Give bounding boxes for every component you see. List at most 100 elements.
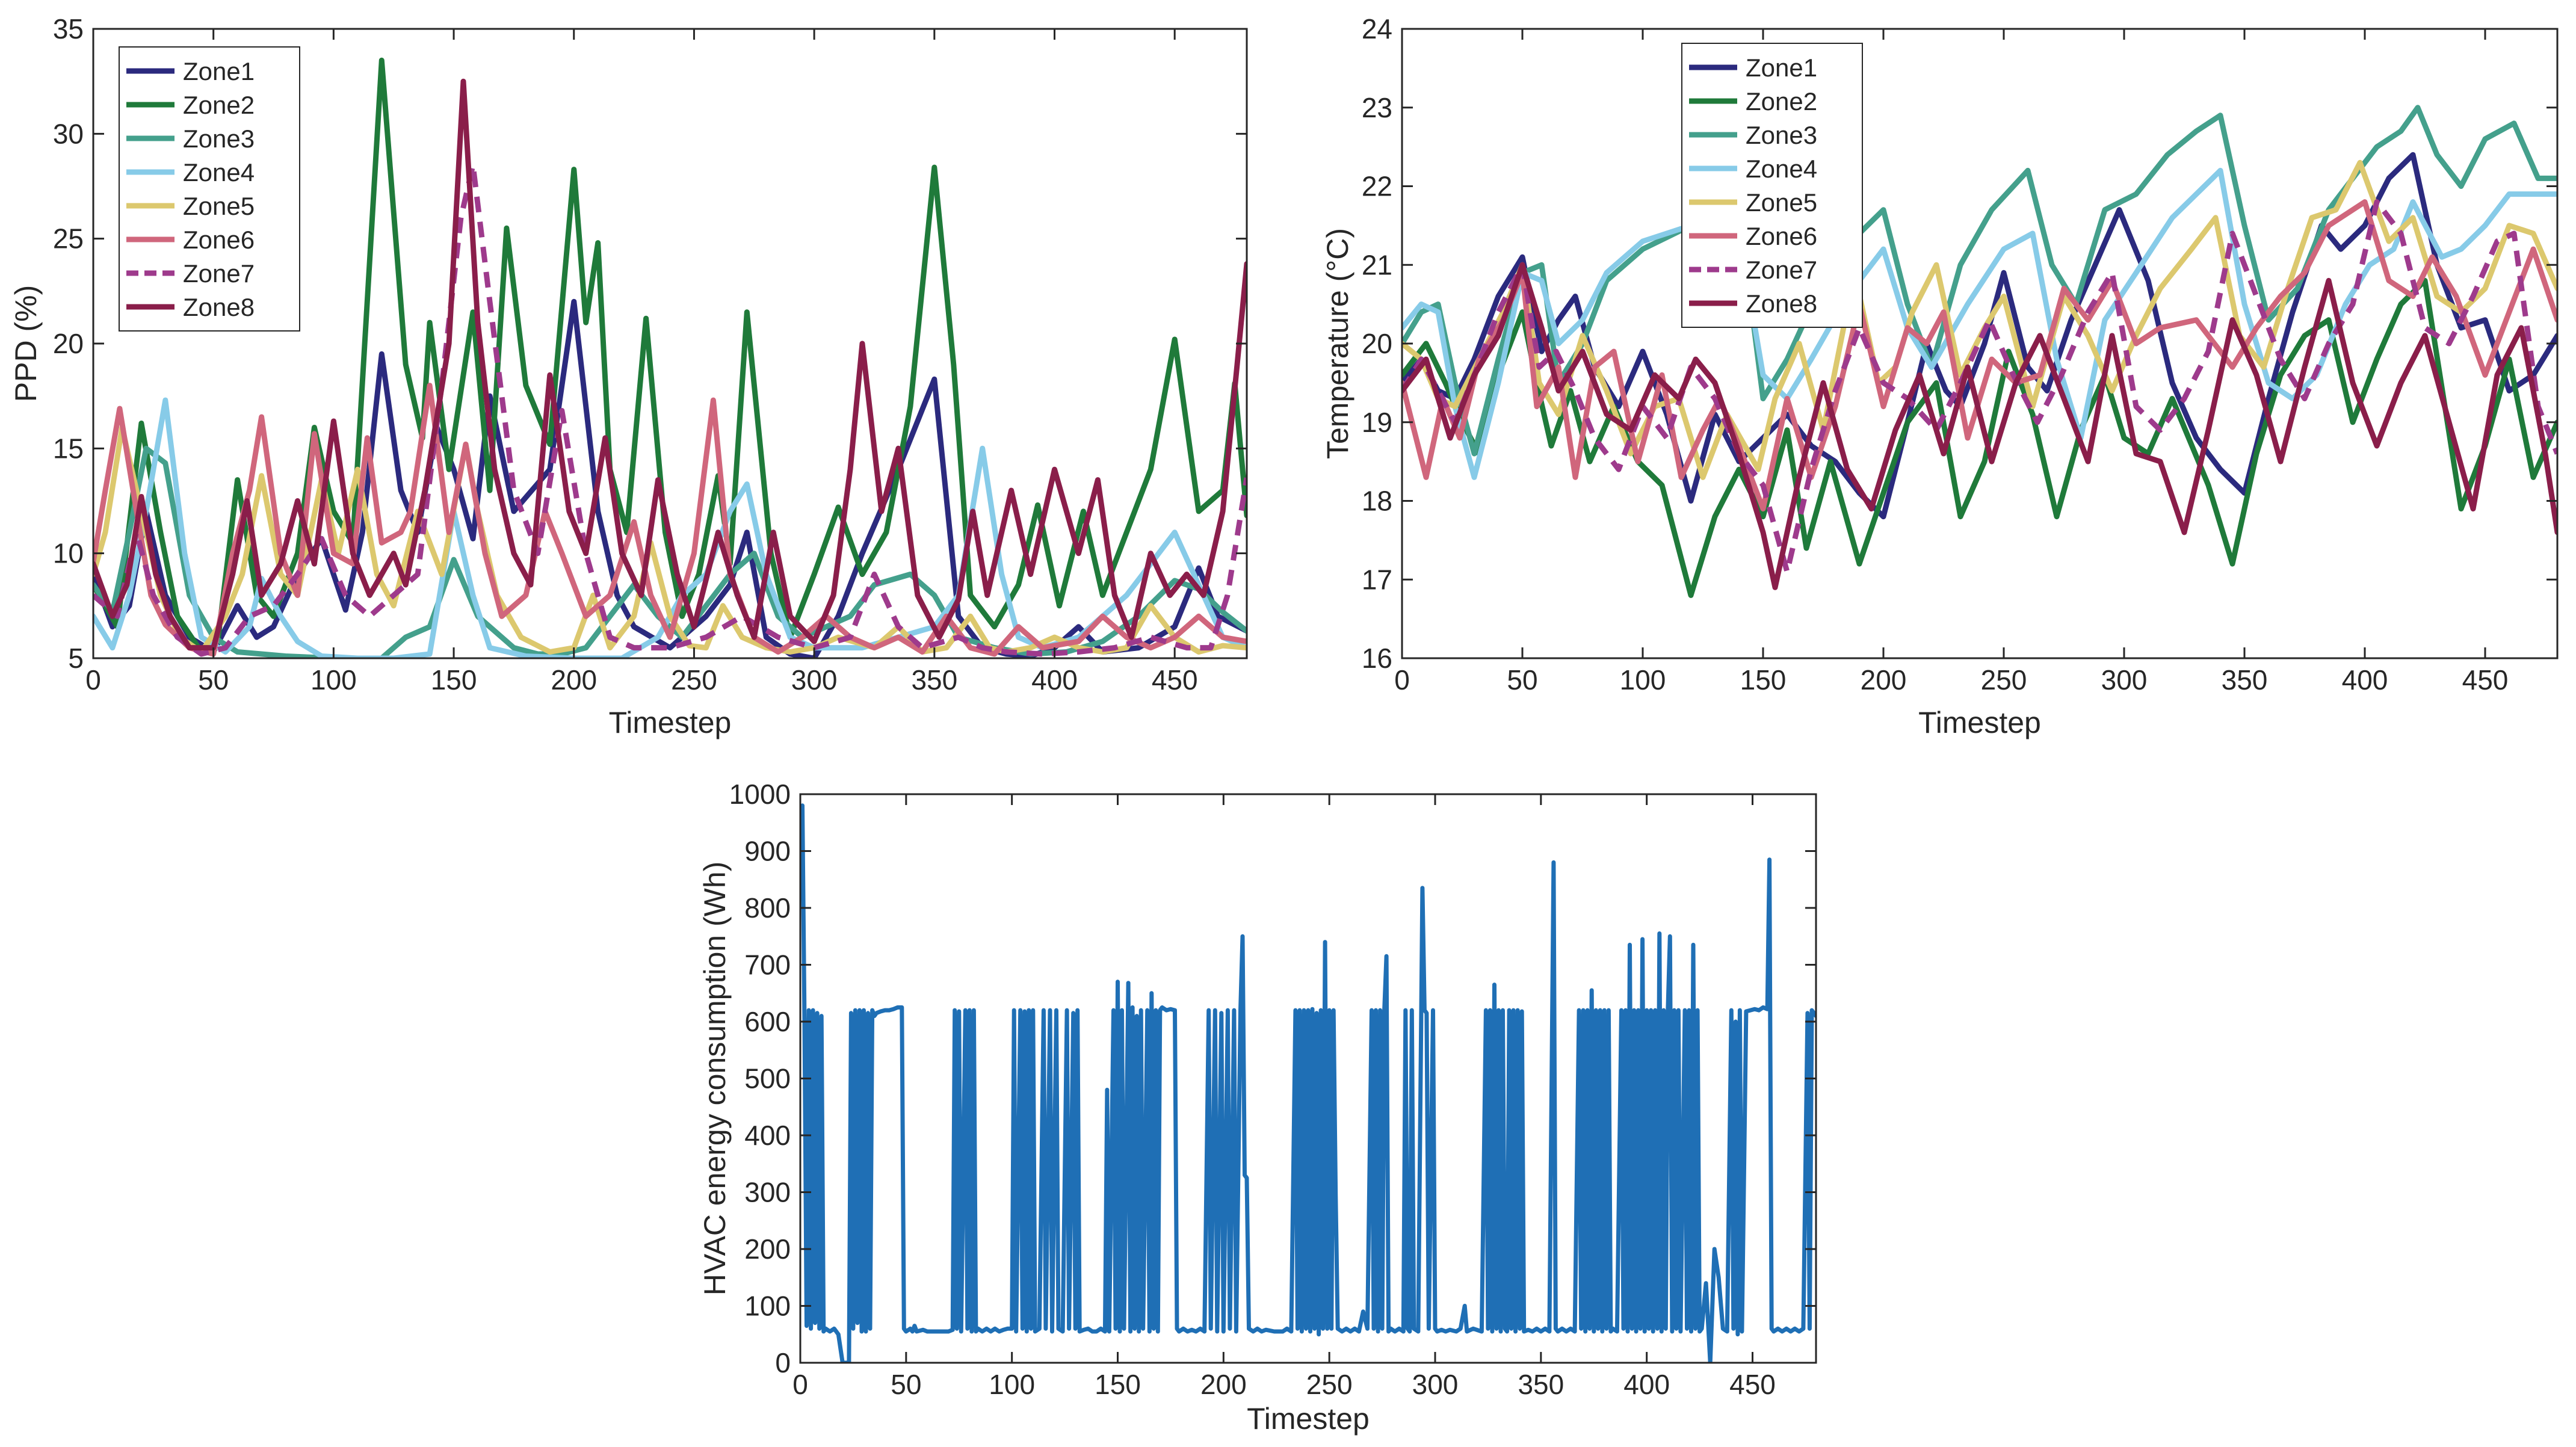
series-line-zone6 [1402, 199, 2557, 512]
series-line-zone5 [93, 425, 1247, 655]
y-tick-label: 1000 [729, 779, 791, 810]
chart-ppd: 0 50 100 150 200 250 300 350 400 450 5 10 15 20 25 30 35… [9, 13, 1248, 739]
y-tick-label: 17 [1362, 564, 1392, 595]
series-line-zone3 [93, 445, 1247, 658]
series-line-zone4 [1402, 167, 2557, 480]
series-line-hvac [800, 803, 1816, 1363]
x-tick-label: 450 [1729, 1369, 1776, 1400]
legend-box [119, 46, 300, 332]
series-line-zone7 [93, 162, 1247, 657]
x-tick-label: 0 [792, 1369, 808, 1400]
y-tick-label: 30 [53, 118, 84, 149]
legend-label-zone5: Zone5 [183, 192, 255, 220]
legend-label-zone2: Zone2 [1746, 87, 1817, 116]
legend-label-zone4: Zone4 [1746, 155, 1817, 183]
x-tick-label: 350 [2222, 664, 2268, 696]
y-tick-label: 300 [744, 1177, 791, 1208]
y-tick-label: 35 [53, 13, 84, 45]
chart-temperature: 0 50 100 150 200 250 300 350 400 450 16 17 18 19 20 21 2… [1321, 13, 2559, 739]
series-group [800, 803, 1816, 1363]
y-tick-label: 400 [744, 1120, 791, 1151]
x-tick-label: 250 [1306, 1369, 1353, 1400]
y-tick-label: 100 [744, 1291, 791, 1322]
x-tick-label: 200 [551, 664, 597, 696]
y-tick-label: 200 [744, 1233, 791, 1265]
y-tick-label: 18 [1362, 486, 1392, 517]
y-tick-label: 900 [744, 836, 791, 867]
legend-label-zone3: Zone3 [183, 125, 255, 153]
y-tick-label: 16 [1362, 643, 1392, 674]
x-tick-label: 350 [911, 664, 957, 696]
legend-label-zone7: Zone7 [183, 259, 255, 288]
x-axis-label: Timestep [609, 706, 732, 739]
y-tick-label: 700 [744, 949, 791, 981]
series-line-zone8 [1402, 262, 2557, 590]
x-tick-label: 300 [1412, 1369, 1459, 1400]
x-tick-label: 100 [989, 1369, 1035, 1400]
y-tick-label: 600 [744, 1006, 791, 1037]
x-axis-label: Timestep [1247, 1402, 1370, 1436]
x-tick-label: 400 [2342, 664, 2388, 696]
legend-label-zone8: Zone8 [183, 293, 255, 321]
y-tick-label: 24 [1362, 13, 1392, 45]
legend-label-zone1: Zone1 [183, 57, 255, 85]
series-line-zone2 [1402, 277, 2557, 598]
y-axis-label: HVAC energy consumption (Wh) [698, 862, 732, 1296]
x-tick-label: 0 [85, 664, 101, 696]
y-axis-label: Temperature (°C) [1321, 228, 1354, 459]
series-line-zone3 [1402, 105, 2557, 457]
series-group [93, 57, 1247, 658]
legend-label-zone6: Zone6 [1746, 222, 1817, 250]
plot-area [1402, 29, 2557, 658]
legend-label-zone7: Zone7 [1746, 256, 1817, 284]
x-tick-label: 50 [891, 1369, 921, 1400]
y-tick-label: 500 [744, 1063, 791, 1094]
y-tick-label: 5 [68, 643, 84, 674]
legend-label-zone3: Zone3 [1746, 121, 1817, 149]
legend-label-zone8: Zone8 [1746, 289, 1817, 318]
x-tick-label: 50 [198, 664, 229, 696]
x-tick-label: 0 [1394, 664, 1410, 696]
series-line-zone7 [1402, 199, 2557, 575]
y-axis-label: PPD (%) [9, 285, 43, 402]
x-tick-label: 200 [1861, 664, 1907, 696]
x-tick-label: 300 [2101, 664, 2148, 696]
series-line-zone8 [93, 78, 1247, 651]
y-tick-label: 10 [53, 538, 84, 569]
x-tick-label: 100 [310, 664, 357, 696]
legend: Zone1 Zone2 Zone3 Zone4 Zone5 Zone6 Zone7 Zone8 [1681, 43, 1863, 328]
x-tick-label: 100 [1620, 664, 1666, 696]
series-group [1402, 105, 2557, 598]
x-tick-label: 450 [1152, 664, 1198, 696]
legend-box [1681, 43, 1863, 328]
x-tick-label: 400 [1031, 664, 1078, 696]
chart-hvac: 0 50 100 150 200 250 300 350 400 450 0 100 200 300 400… [698, 779, 1817, 1436]
y-tick-label: 0 [775, 1347, 791, 1378]
x-tick-label: 150 [431, 664, 477, 696]
x-tick-label: 250 [671, 664, 717, 696]
legend-label-zone6: Zone6 [183, 226, 255, 254]
x-tick-label: 350 [1518, 1369, 1564, 1400]
x-axis-label: Timestep [1918, 706, 2041, 739]
legend-label-zone4: Zone4 [183, 158, 255, 187]
y-tick-label: 22 [1362, 171, 1392, 202]
x-tick-label: 300 [791, 664, 838, 696]
y-tick-label: 20 [53, 328, 84, 359]
y-tick-label: 23 [1362, 92, 1392, 123]
y-tick-label: 20 [1362, 328, 1392, 359]
x-tick-label: 50 [1507, 664, 1537, 696]
x-tick-label: 400 [1623, 1369, 1670, 1400]
x-tick-label: 450 [2462, 664, 2509, 696]
y-tick-label: 800 [744, 892, 791, 924]
y-tick-label: 25 [53, 223, 84, 255]
legend-label-zone5: Zone5 [1746, 188, 1817, 217]
series-line-zone6 [93, 383, 1247, 657]
x-tick-label: 200 [1200, 1369, 1247, 1400]
legend: Zone1 Zone2 Zone3 Zone4 Zone5 Zone6 Zone7 Zone8 [119, 46, 300, 332]
x-tick-label: 250 [1981, 664, 2027, 696]
y-tick-label: 21 [1362, 249, 1392, 280]
x-tick-label: 150 [1740, 664, 1787, 696]
y-tick-label: 15 [53, 433, 84, 464]
